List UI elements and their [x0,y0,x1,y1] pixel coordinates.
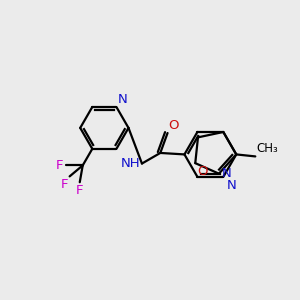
Text: F: F [56,159,63,172]
Text: N: N [118,92,128,106]
Text: N: N [221,167,231,180]
Text: O: O [197,165,208,178]
Text: F: F [76,184,83,197]
Text: O: O [169,119,179,132]
Text: CH₃: CH₃ [256,142,278,155]
Text: NH: NH [121,157,140,170]
Text: F: F [61,178,68,190]
Text: N: N [227,179,237,192]
